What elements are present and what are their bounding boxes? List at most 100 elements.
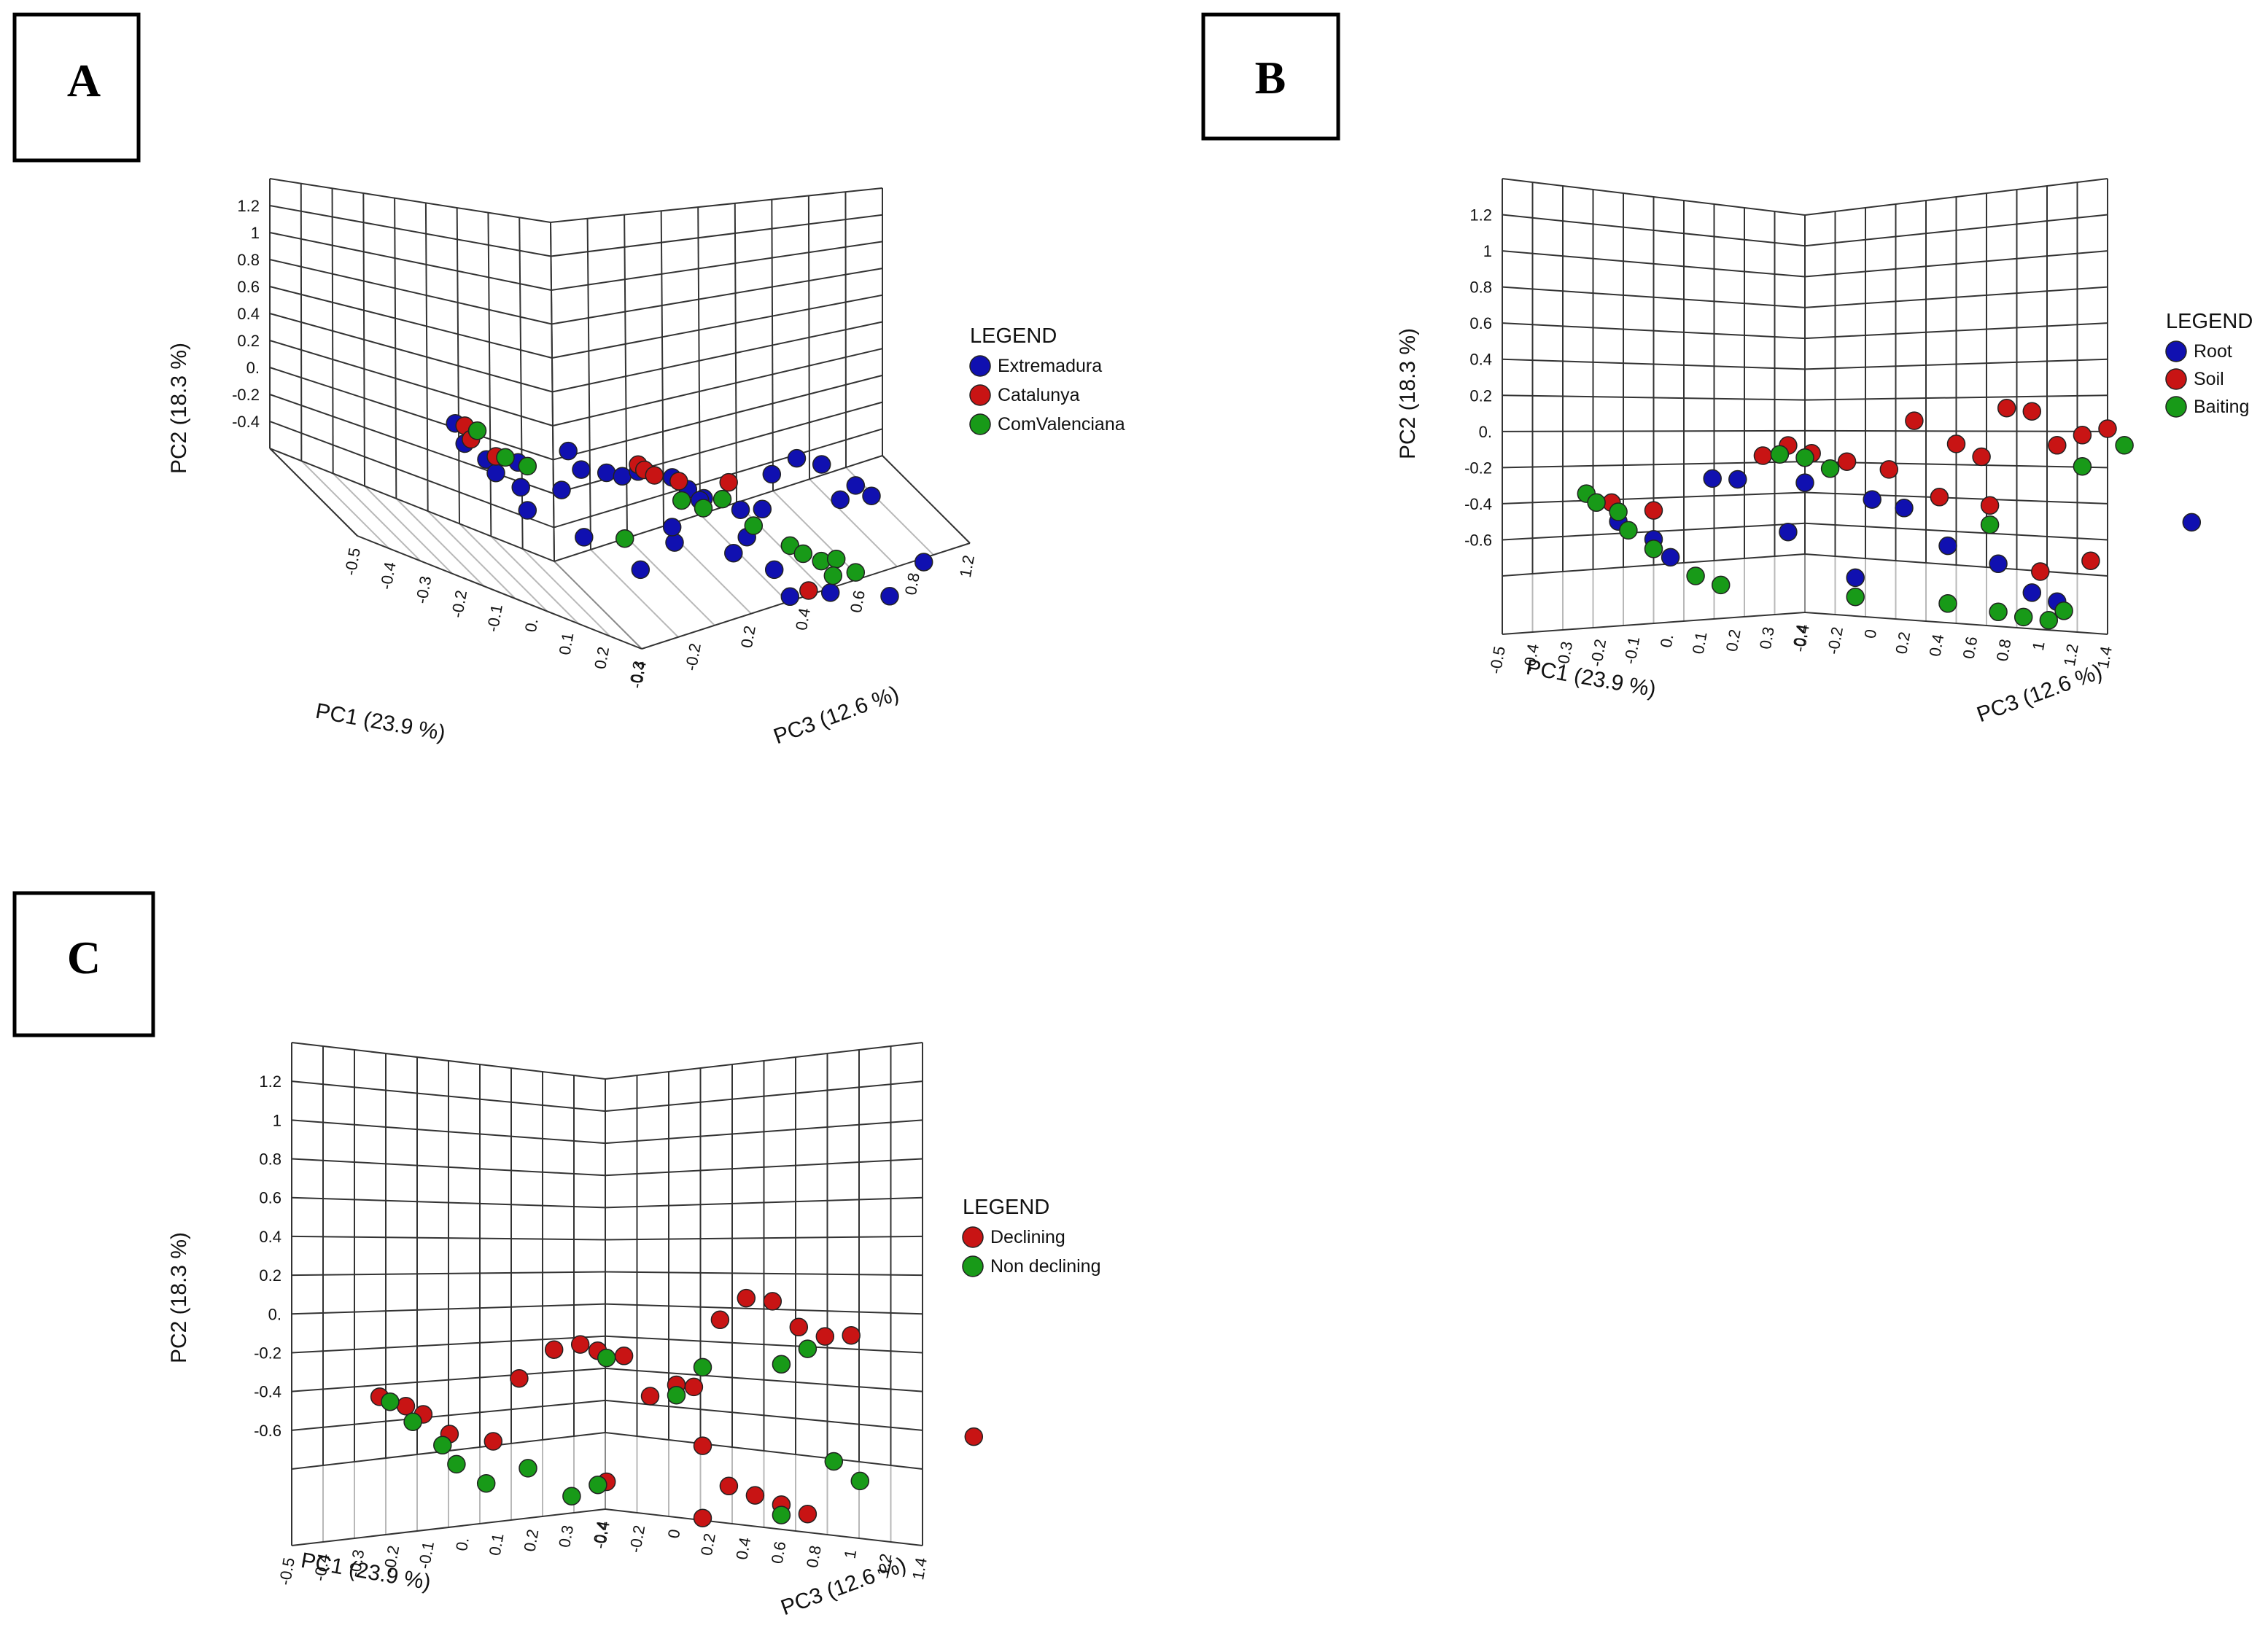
y-tick-label: 0.8 <box>1469 278 1492 297</box>
panel-c-label: C <box>67 932 101 983</box>
gridline-h <box>552 321 883 393</box>
x-tick-label: 0.3 <box>1756 626 1778 650</box>
gridline-h <box>269 340 554 426</box>
gridline-h <box>1502 358 1806 370</box>
panel-b: B 1.2 1 0.8 0.6 0.4 0.2 0. -0.2 -0.4 -0.6 -0.5 -0.4… <box>1201 12 2253 728</box>
data-point-comvalenciana <box>467 421 487 440</box>
z-tick-label: 1.4 <box>909 1557 931 1581</box>
z-axis-title: PC3 (12.6 %) <box>770 682 902 749</box>
gridline-h <box>1804 358 2108 370</box>
panel-a-label-box <box>12 12 141 163</box>
data-point-baiting <box>2115 436 2134 455</box>
gridline-h <box>605 1080 923 1113</box>
data-point-extremadura <box>731 500 750 519</box>
data-point-baiting <box>1846 587 1865 607</box>
data-point-root <box>1795 473 1814 492</box>
data-point-extremadura <box>662 518 682 537</box>
y-tick-label: 0.2 <box>237 332 260 350</box>
z-tick-label: 1.2 <box>874 1552 896 1577</box>
y-tick-label: 1 <box>251 224 260 242</box>
data-point-comvalenciana <box>846 563 866 582</box>
gridline-h <box>605 1042 923 1080</box>
data-point-soil <box>1753 446 1773 465</box>
data-point-soil <box>2031 562 2050 581</box>
gridline-h <box>291 1119 606 1145</box>
data-point-non-declining <box>562 1487 581 1505</box>
data-point-extremadura <box>486 463 505 483</box>
data-point-extremadura <box>762 464 782 484</box>
plot-b: 1.2 1 0.8 0.6 0.4 0.2 0. -0.2 -0.4 -0.6 -0.5 -0.4 -0… <box>1396 178 2253 728</box>
data-point-baiting <box>1820 459 1840 478</box>
data-point-baiting <box>1644 539 1663 558</box>
data-point-soil <box>1930 488 1949 507</box>
floor-gridline <box>300 460 390 549</box>
floor-gridline <box>590 549 679 638</box>
floor-edge <box>605 1508 923 1546</box>
gridline-h <box>1502 461 1806 469</box>
data-point-extremadura <box>820 583 840 602</box>
data-point-soil <box>1905 411 1924 430</box>
data-point-non-declining <box>476 1473 496 1493</box>
data-point-extremadura <box>597 463 616 483</box>
z-tick-label: 1 <box>841 1548 861 1559</box>
y-tick-label: 0. <box>246 359 260 377</box>
y-tick-label: 0.4 <box>237 305 260 323</box>
gridline-h <box>269 259 552 325</box>
data-point-extremadura <box>914 553 933 572</box>
gridline-h <box>1804 429 2108 432</box>
y-tick-label: 0.6 <box>237 278 260 296</box>
data-point-soil <box>2081 551 2100 570</box>
data-point-declining <box>570 1335 590 1354</box>
data-point-comvalenciana <box>744 516 764 535</box>
z-axis-title: PC3 (12.6 %) <box>1973 660 2105 728</box>
data-point-extremadura <box>880 587 899 606</box>
z-tick-label: 0.4 <box>732 1536 754 1561</box>
floor-edge <box>1502 612 1806 635</box>
x-tick-label: 0.4 <box>1790 623 1811 648</box>
data-point-declining <box>684 1377 704 1397</box>
data-point-baiting <box>2054 601 2073 620</box>
data-point-extremadura <box>812 455 831 474</box>
gridline-h <box>269 421 554 529</box>
gridline-h <box>605 1158 923 1177</box>
x-tick-label: 0. <box>521 617 542 633</box>
y-tick-label: 0.2 <box>259 1266 281 1285</box>
y-tick-label: 0.8 <box>259 1150 281 1169</box>
z-tick-label: 0 <box>1860 628 1880 639</box>
gridline-h <box>291 1042 606 1080</box>
gridline-h <box>1804 553 2108 577</box>
floor-gridline <box>521 548 611 637</box>
y-tick-label: -0.2 <box>254 1344 281 1362</box>
data-point-declining <box>719 1476 739 1496</box>
floor-gridline <box>459 523 548 612</box>
x-tick-label: -0.4 <box>376 561 399 591</box>
z-tick-label: 0.4 <box>792 607 814 631</box>
data-point-soil <box>2048 436 2067 455</box>
floor-gridline <box>490 535 580 625</box>
y-tick-label: -0.4 <box>1464 495 1492 513</box>
z-axis-title: PC3 (12.6 %) <box>777 1553 909 1621</box>
x-tick-label: -0.5 <box>1486 645 1509 676</box>
gridline-h <box>1804 178 2108 216</box>
data-point-extremadura <box>862 486 881 505</box>
z-tick-label: -0.4 <box>591 1520 613 1551</box>
z-tick-label: -0.4 <box>1790 623 1813 654</box>
data-point-baiting <box>1980 515 2000 534</box>
data-point-root <box>1846 568 1865 588</box>
gridline-h <box>1502 394 1806 401</box>
x-tick-label: -0.1 <box>483 603 506 634</box>
z-tick-label: 0 <box>664 1528 684 1540</box>
y-tick-label: 1.2 <box>1469 206 1492 225</box>
legend-entry-label: ComValenciana <box>998 414 1125 435</box>
legend-entry-label: Non declining <box>990 1256 1101 1277</box>
gridline-h <box>551 241 883 291</box>
z-tick-label: 0.8 <box>901 572 923 596</box>
y-tick-label: 0.4 <box>1469 351 1492 369</box>
data-point-baiting <box>1711 575 1731 595</box>
x-axis-title: PC1 (23.9 %) <box>314 699 447 746</box>
gridline-h <box>269 394 554 494</box>
data-point-comvalenciana <box>496 448 515 467</box>
data-point-extremadura <box>511 478 530 497</box>
legend-marker <box>969 413 991 435</box>
